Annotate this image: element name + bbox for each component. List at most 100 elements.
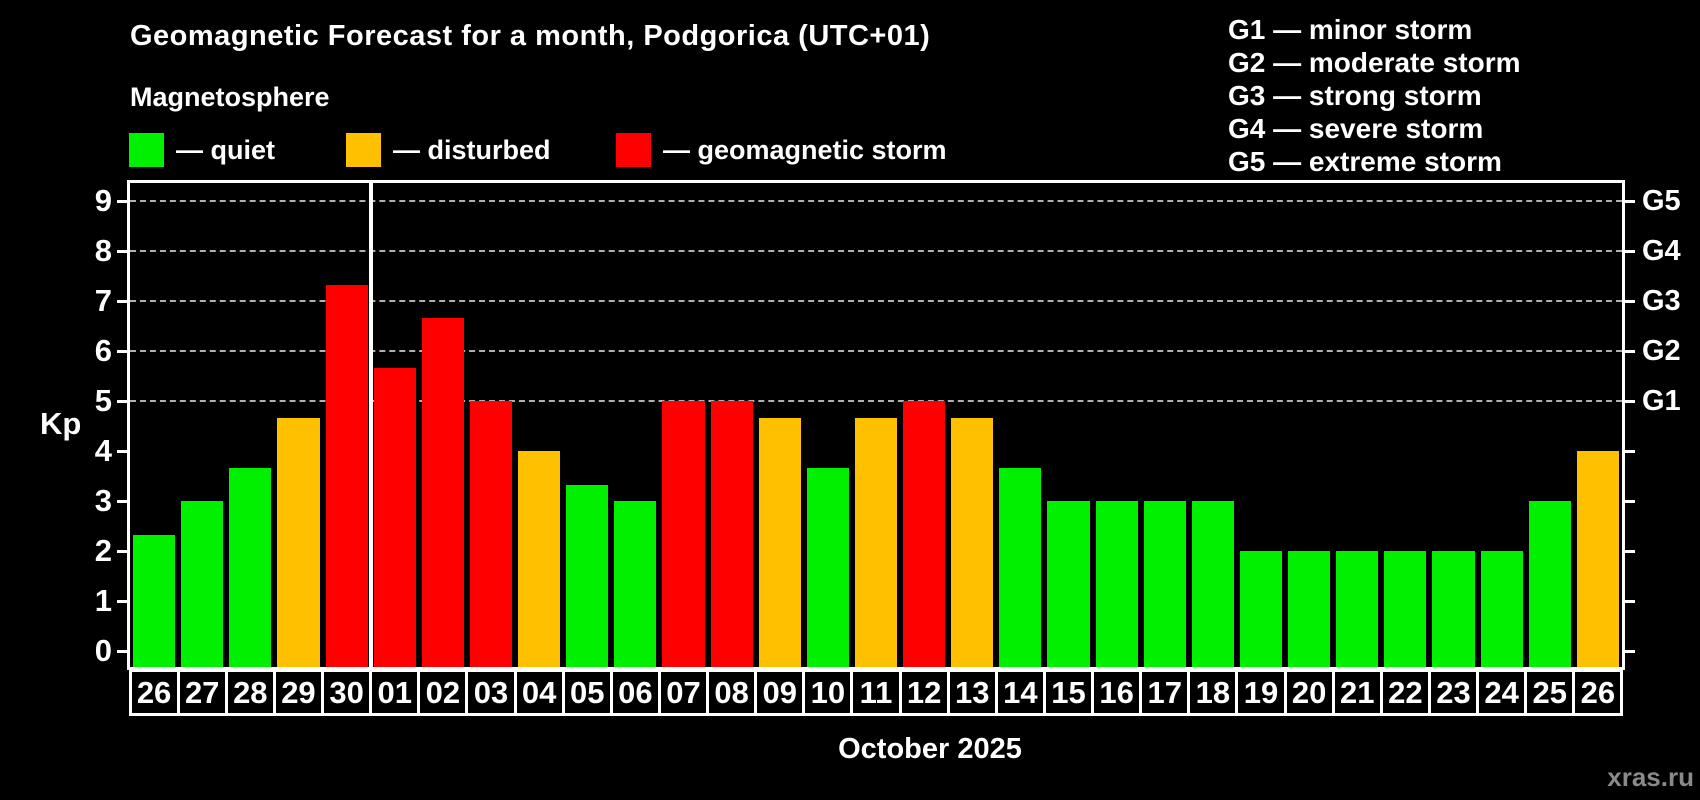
bar-day-10: [806, 467, 849, 667]
storm-legend-line-1: G1 — minor storm: [1228, 14, 1473, 45]
day-label-18-22: 18: [1187, 669, 1239, 716]
month-boundary-line: [368, 183, 373, 667]
bar-day-06: [614, 501, 657, 667]
day-label-14-18: 14: [994, 669, 1046, 716]
storm-legend-line-2: G2 — moderate storm: [1228, 47, 1521, 78]
day-label-08-12: 08: [706, 669, 758, 716]
kp-tick-label-7: 7: [94, 283, 112, 319]
x-axis-title: October 2025: [838, 733, 1022, 765]
day-label-19-23: 19: [1235, 669, 1287, 716]
plot-area: [117, 180, 1635, 670]
chart-title: Geomagnetic Forecast for a month, Podgor…: [130, 20, 931, 52]
gridline-kp8: [130, 250, 1622, 253]
day-label-15-19: 15: [1042, 669, 1095, 716]
bar-day-29: [277, 417, 320, 667]
right-tick-kp8: [1622, 249, 1635, 253]
bar-day-19: [1239, 551, 1283, 667]
left-tick-kp5: [117, 399, 130, 403]
bar-day-26: [1576, 451, 1619, 667]
bar-day-09: [758, 417, 801, 667]
bar-day-02: [421, 317, 464, 667]
chart-subtitle: Magnetosphere: [130, 82, 330, 112]
right-tick-kp2: [1622, 549, 1635, 553]
day-label-29-3: 29: [272, 669, 324, 716]
bar-day-17: [1143, 501, 1186, 667]
day-label-23-27: 23: [1427, 669, 1480, 716]
left-tick-kp8: [117, 249, 130, 253]
day-label-06-10: 06: [609, 669, 661, 716]
day-label-10-14: 10: [802, 669, 854, 716]
day-label-11-15: 11: [850, 669, 902, 716]
bar-day-16: [1095, 501, 1138, 667]
bar-day-04: [518, 451, 561, 667]
kp-tick-label-3: 3: [94, 483, 112, 519]
day-label-07-11: 07: [657, 669, 710, 716]
bar-day-20: [1288, 551, 1331, 667]
legend-label-disturbed: — disturbed: [393, 134, 551, 165]
kp-tick-label-6: 6: [94, 333, 112, 369]
bar-day-11: [854, 417, 898, 667]
bar-day-23: [1432, 551, 1475, 667]
day-label-17-21: 17: [1139, 669, 1191, 716]
storm-legend-line-3: G3 — strong storm: [1228, 80, 1482, 111]
kp-tick-label-9: 9: [94, 183, 112, 219]
left-tick-kp3: [117, 499, 130, 503]
day-label-04-8: 04: [513, 669, 565, 716]
day-label-20-24: 20: [1283, 669, 1335, 716]
bar-day-28: [229, 467, 272, 667]
left-tick-kp4: [117, 449, 130, 453]
day-label-28-2: 28: [224, 669, 276, 716]
right-tick-kp4: [1622, 449, 1635, 453]
right-tick-kp3: [1622, 499, 1635, 503]
day-label-24-28: 24: [1476, 669, 1528, 716]
left-tick-kp9: [117, 199, 130, 203]
right-tick-kp9: [1622, 199, 1635, 203]
bar-day-03: [469, 401, 513, 667]
bar-day-22: [1384, 551, 1427, 667]
day-label-22-26: 22: [1379, 669, 1431, 716]
day-label-26-0: 26: [128, 669, 180, 716]
gridline-kp9: [130, 200, 1622, 203]
day-label-16-20: 16: [1091, 669, 1143, 716]
g-label-G3: G3: [1642, 285, 1681, 318]
kp-tick-label-4: 4: [94, 433, 112, 469]
day-label-13-17: 13: [946, 669, 998, 716]
bar-day-24: [1480, 551, 1523, 667]
left-tick-kp6: [117, 349, 130, 353]
left-tick-kp7: [117, 299, 130, 303]
right-tick-kp6: [1622, 349, 1635, 353]
kp-tick-label-0: 0: [94, 633, 112, 668]
day-label-12-16: 12: [898, 669, 950, 716]
storm-legend-line-5: G5 — extreme storm: [1228, 146, 1502, 177]
legend-item-quiet: — quiet: [129, 133, 275, 167]
bar-day-25: [1528, 501, 1571, 667]
gridline-kp7: [130, 300, 1622, 303]
legend-item-storm: — geomagnetic storm: [616, 133, 947, 167]
left-tick-kp0: [117, 649, 130, 653]
storm-scale-legend: G1 — minor storm G2 — moderate storm G3 — …: [1228, 13, 1521, 178]
bar-day-13: [951, 417, 994, 667]
bar-day-12: [903, 401, 946, 667]
day-label-21-25: 21: [1331, 669, 1383, 716]
g-label-G5: G5: [1642, 185, 1681, 218]
g-label-G4: G4: [1642, 235, 1681, 268]
right-tick-kp5: [1622, 399, 1635, 403]
kp-axis-title: Kp: [40, 406, 82, 441]
day-label-26-30: 26: [1572, 669, 1624, 716]
quiet-swatch: [129, 133, 164, 167]
right-tick-kp1: [1622, 599, 1635, 603]
g-label-G1: G1: [1642, 385, 1681, 418]
kp-tick-label-2: 2: [94, 533, 112, 569]
g-label-G2: G2: [1642, 335, 1681, 368]
legend-label-storm: — geomagnetic storm: [663, 134, 947, 165]
bar-day-27: [181, 501, 224, 667]
day-label-30-4: 30: [321, 669, 373, 716]
left-tick-kp1: [117, 599, 130, 603]
right-tick-kp7: [1622, 299, 1635, 303]
day-label-05-9: 05: [561, 669, 613, 716]
bar-day-15: [1047, 501, 1090, 667]
day-label-09-13: 09: [754, 669, 806, 716]
right-tick-kp0: [1622, 649, 1635, 653]
storm-swatch: [616, 133, 651, 167]
